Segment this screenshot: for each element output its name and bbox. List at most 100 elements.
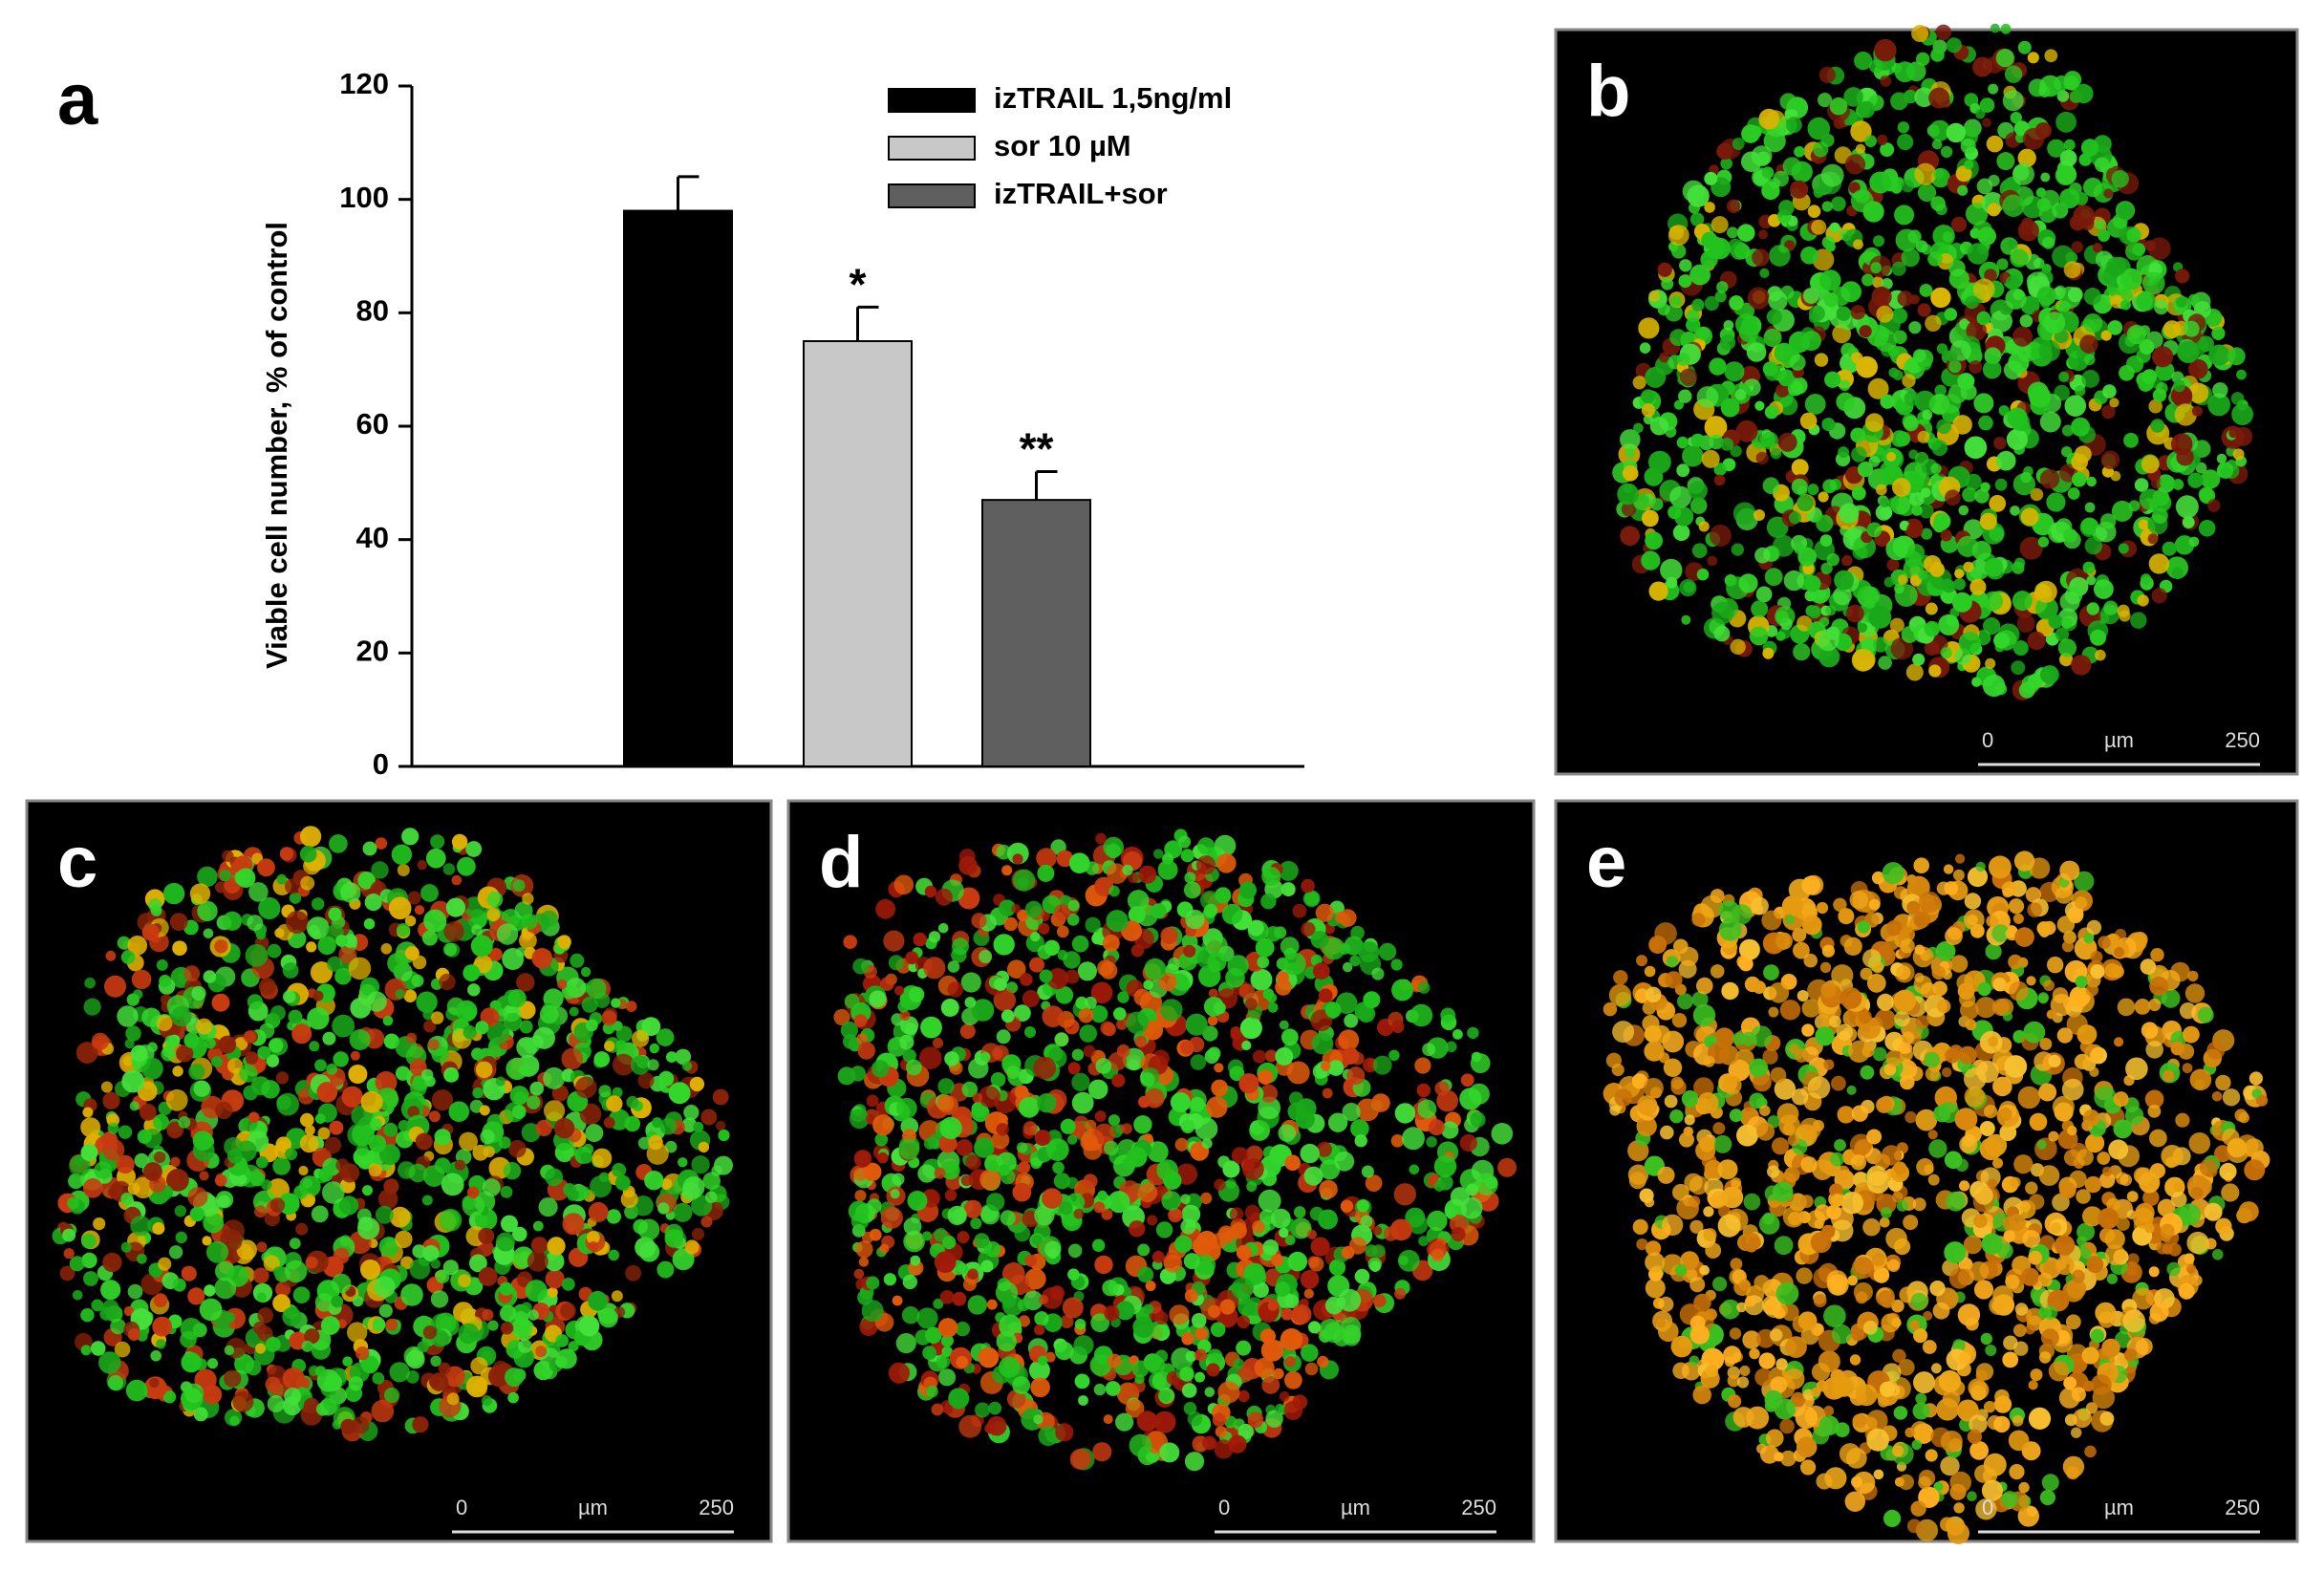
cell <box>1720 438 1734 451</box>
cell <box>1953 1502 1965 1514</box>
cell <box>2080 517 2098 535</box>
cell <box>218 1035 237 1054</box>
cell <box>1609 1105 1621 1116</box>
cell <box>1885 537 1908 561</box>
cell <box>1746 342 1767 362</box>
cell <box>1719 334 1736 351</box>
cell <box>371 861 389 879</box>
cell <box>305 1256 318 1269</box>
cell <box>1802 288 1819 304</box>
cell <box>166 1169 189 1192</box>
cell <box>593 1051 611 1067</box>
cell <box>2084 536 2102 555</box>
cell <box>1349 955 1361 967</box>
cell <box>1153 849 1164 859</box>
cell <box>1859 325 1872 338</box>
cell <box>193 1080 210 1097</box>
cell <box>715 1120 726 1131</box>
cell <box>227 1058 244 1074</box>
cell <box>1284 1370 1302 1389</box>
cell <box>2005 288 2027 310</box>
cell <box>1190 1054 1207 1070</box>
cell <box>316 1082 338 1103</box>
cell <box>553 1117 575 1139</box>
cell <box>483 1146 495 1158</box>
cell <box>299 1133 319 1153</box>
cell <box>2120 268 2142 291</box>
cell <box>496 1232 515 1252</box>
cell <box>434 1129 451 1146</box>
cell <box>922 1346 936 1361</box>
cell <box>1836 392 1855 412</box>
cell <box>1929 562 1945 577</box>
cell <box>1996 450 2016 471</box>
cell <box>918 1046 942 1069</box>
cell <box>1967 243 1989 265</box>
cell <box>702 1172 721 1191</box>
cell <box>1754 400 1765 411</box>
cell <box>637 1072 655 1089</box>
cell <box>1416 1083 1431 1098</box>
cell <box>1191 1313 1207 1328</box>
cell <box>1749 626 1769 646</box>
cell <box>2095 649 2106 661</box>
cell <box>2002 90 2024 112</box>
cell <box>368 1162 382 1177</box>
cell <box>888 1038 901 1050</box>
cell <box>869 990 887 1008</box>
cell <box>466 1186 480 1199</box>
cell <box>404 915 417 927</box>
cell <box>1137 1266 1154 1283</box>
cell <box>1969 578 1987 595</box>
y-axis-label: Viable cell number, % of control <box>260 222 293 669</box>
cell <box>451 874 463 886</box>
cell <box>1769 245 1791 267</box>
cell <box>1324 1001 1342 1019</box>
cell <box>1177 835 1192 849</box>
cell <box>2012 561 2025 574</box>
cell <box>352 1296 364 1307</box>
cell <box>1163 1171 1182 1191</box>
cell <box>1936 343 1948 355</box>
y-tick-label: 20 <box>356 635 389 668</box>
cell <box>1372 1225 1383 1236</box>
cell <box>1485 1176 1498 1190</box>
cell <box>374 1276 396 1298</box>
cell <box>519 1065 530 1076</box>
cell <box>1216 853 1237 873</box>
cell <box>2040 665 2059 684</box>
cell <box>355 1143 369 1156</box>
cell <box>1893 330 1907 344</box>
cell <box>355 1346 370 1361</box>
cell <box>226 1312 236 1323</box>
cell <box>292 1286 311 1303</box>
cell <box>347 1322 368 1343</box>
cell <box>2138 519 2149 530</box>
cell <box>1031 1235 1043 1246</box>
cell <box>482 1178 501 1197</box>
cell <box>2128 500 2141 512</box>
cell <box>2103 188 2114 199</box>
cell <box>1246 1181 1258 1193</box>
cell <box>2056 90 2070 102</box>
cell <box>1914 162 1937 185</box>
cell <box>1799 412 1818 430</box>
cell <box>1704 202 1715 213</box>
cell <box>1800 247 1818 265</box>
cell <box>1952 869 1965 881</box>
cell <box>118 1125 133 1139</box>
cell <box>1231 1147 1249 1164</box>
cell <box>2116 202 2135 220</box>
cell <box>1102 1280 1119 1297</box>
cell <box>1648 290 1661 302</box>
cell <box>430 1259 441 1269</box>
cell <box>1154 1311 1169 1325</box>
cell <box>335 935 348 947</box>
cell <box>1988 1178 1998 1189</box>
cell <box>940 999 959 1017</box>
cell <box>102 1091 120 1109</box>
cell <box>1241 1040 1252 1051</box>
cell <box>454 1159 466 1171</box>
cell <box>1703 1228 1717 1242</box>
cell <box>1808 305 1825 322</box>
